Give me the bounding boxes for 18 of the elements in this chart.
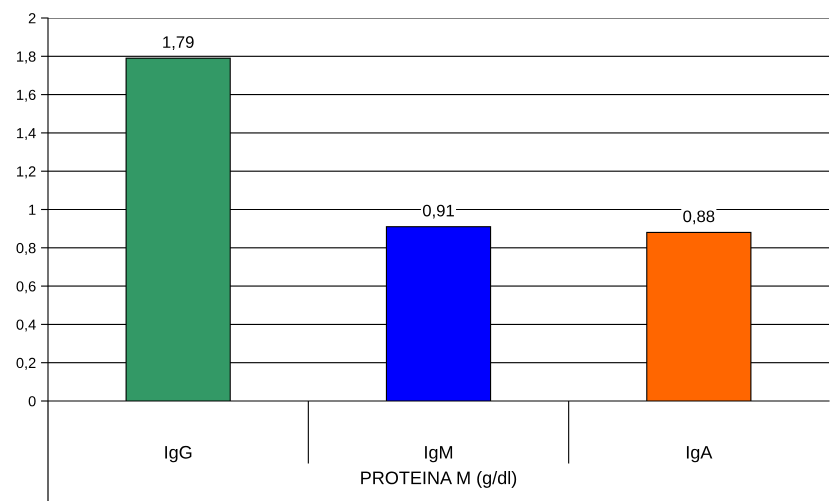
- x-tick-label: IgG: [165, 446, 192, 462]
- y-tick-label: 0,8: [16, 242, 36, 255]
- y-tick-label: 0,2: [16, 358, 36, 370]
- x-tick-label: IgM: [425, 446, 452, 462]
- y-tick-label: 1,4: [17, 128, 36, 140]
- data-label: 0,91: [422, 204, 454, 218]
- y-tick-label: 1: [29, 204, 36, 215]
- y-tick-label: 0,6: [16, 281, 36, 294]
- y-tick-label: 0: [28, 396, 36, 406]
- y-tick-label: 1,8: [17, 51, 36, 64]
- data-label: 1,79: [163, 36, 194, 50]
- y-tick-label: 0,4: [16, 320, 36, 332]
- y-tick-label: 2: [28, 13, 36, 24]
- x-axis-title: PROTEINA M (g/dl): [361, 471, 516, 488]
- y-tick-label: 1,2: [17, 166, 36, 178]
- x-tick-label: IgA: [686, 446, 712, 462]
- y-tick-label: 1,6: [17, 90, 36, 102]
- data-label: 0,88: [683, 210, 714, 224]
